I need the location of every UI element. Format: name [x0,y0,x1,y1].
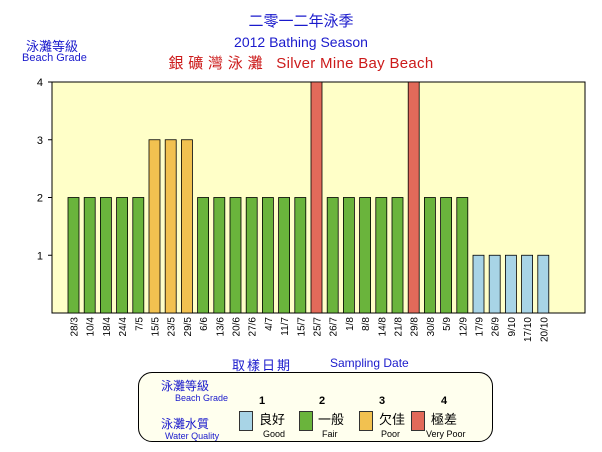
bar [407,81,420,314]
y-axis-title-english: Beach Grade [22,52,87,64]
legend-grade-1-sub: Good [263,429,286,439]
legend-grade-1-name: 良好 [259,412,286,427]
bar [342,197,355,314]
x-tick-label: 29/5 [183,317,194,337]
legend-grade-2-number: 2 [318,395,326,407]
bar [278,197,291,314]
legend-grade-3-number: 3 [378,395,386,407]
x-tick-label: 13/6 [215,317,226,337]
legend: 泳灘等級 Beach Grade 泳灘水質 Water Quality 1 良好… [138,372,493,442]
bar [116,197,128,314]
bar [440,197,453,314]
legend-grade-3-name: 欠佳 [379,412,406,427]
legend-grade-1-swatch [239,411,253,431]
legend-grade-label-english: Beach Grade [175,393,229,403]
legend-grade-1-number: 1 [258,395,266,407]
legend-grade-2-swatch [299,411,313,431]
bar [359,197,372,314]
legend-grade-3-sub: Poor [381,429,401,439]
bar [472,254,485,314]
chart-title-season: 2012 Bathing Season [234,34,368,50]
x-tick-label: 6/6 [199,317,210,331]
bar [197,197,210,314]
x-tick-label: 8/8 [361,317,372,331]
bar [229,197,242,314]
x-tick-label: 7/5 [134,317,145,331]
legend-grade-label-chinese: 泳灘等級 [161,379,210,393]
legend-quality-label-chinese: 泳灘水質 [161,417,210,431]
bar [294,197,307,314]
x-tick-label: 23/5 [167,317,178,337]
x-tick-label: 29/8 [410,317,421,337]
x-tick-label: 11/7 [280,317,291,336]
x-tick-label: 15/5 [151,317,162,337]
bar [521,254,533,314]
x-tick-label: 20/6 [232,317,243,337]
y-tick-label: 1 [37,250,43,262]
legend-grade-2-name: 一般 [318,412,345,427]
x-tick-label: 26/7 [329,317,340,337]
x-tick-label: 4/7 [264,317,275,331]
x-tick-label: 26/9 [491,317,502,337]
x-axis-title-chinese: 取樣日期 [232,358,293,373]
x-axis-title-english: Sampling Date [330,356,409,370]
legend-quality-label-english: Water Quality [165,431,220,441]
legend-grade-3-swatch [359,411,373,431]
x-tick-label: 30/8 [426,317,437,337]
bar [180,139,193,314]
bar [391,197,404,314]
bar [148,139,161,314]
bar [261,197,274,314]
legend-grade-4-swatch [411,411,425,431]
x-tick-label: 24/4 [118,317,129,337]
bar [164,139,177,314]
bar [456,197,469,314]
bar [537,254,550,314]
x-tick-label: 9/10 [507,317,518,337]
bar [245,197,258,314]
legend-grade-4-name: 極差 [431,412,458,427]
y-tick-label: 4 [37,77,43,89]
bar [375,197,388,314]
x-tick-label: 1/8 [345,317,356,331]
bar [100,197,112,314]
chart-title-chinese: 二零一二年泳季 [248,13,354,30]
bar-chart: 1 2 3 4 28/3 10/4 18/4 24/4 7/5 15/5 23/5 29/5 6/6 13… [37,77,586,342]
chart-title-beach: 銀 礦 灣 泳 灘 Silver Mine Bay Beach [168,55,434,72]
x-tick-label: 15/7 [296,317,307,337]
x-tick-label: 12/9 [458,317,469,337]
x-tick-label: 17/9 [475,317,486,337]
legend-grade-4-sub: Very Poor [426,429,466,439]
x-tick-label: 20/10 [539,317,550,342]
bar [83,197,96,314]
x-tick-label: 5/9 [442,317,453,331]
bar [423,197,436,314]
x-tick-label: 10/4 [86,317,97,337]
y-tick-label: 3 [37,135,43,147]
x-tick-label: 25/7 [313,317,324,337]
x-tick-label: 18/4 [102,317,113,337]
bar [213,197,226,314]
legend-grade-4-number: 4 [440,395,448,407]
bar [310,81,323,314]
y-axis-title-chinese: 泳灘等級 [26,39,79,54]
x-tick-label: 28/3 [70,317,81,337]
x-tick-label: 17/10 [523,317,534,342]
bar [504,254,517,314]
bar [132,197,145,314]
x-tick-label: 21/8 [394,317,405,337]
bar [488,254,501,314]
bar [67,197,80,314]
y-tick-label: 2 [37,193,43,205]
bar [326,197,339,314]
legend-grade-2-sub: Fair [322,429,338,439]
x-tick-label: 27/6 [248,317,259,337]
x-tick-label: 14/8 [377,317,388,337]
